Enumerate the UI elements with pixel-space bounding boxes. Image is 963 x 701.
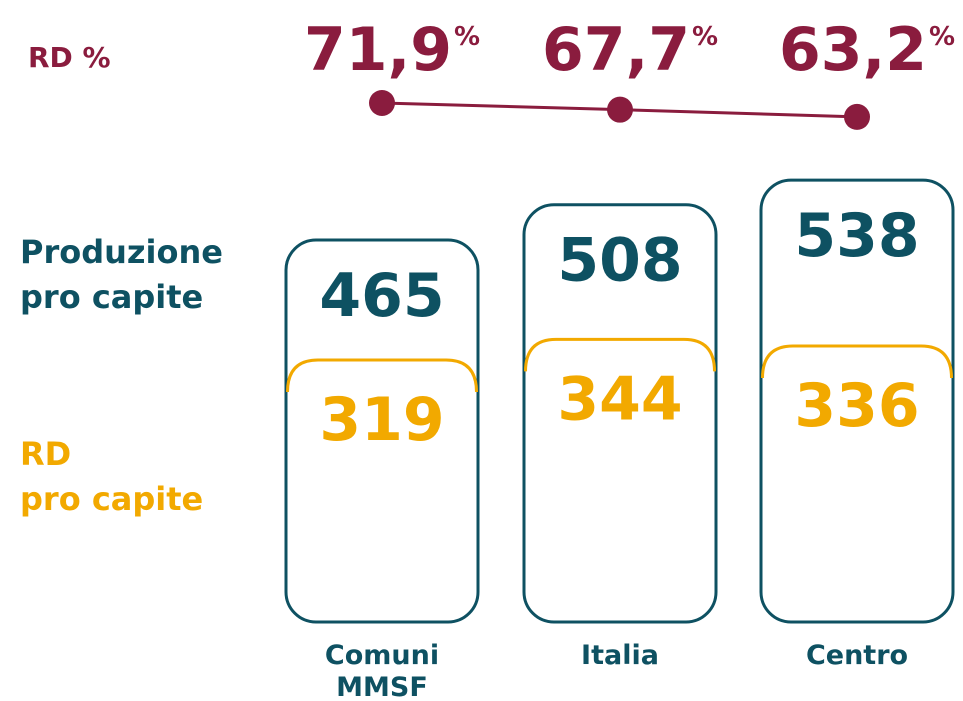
value-label: 63,2 (779, 15, 927, 85)
bar-segment (524, 337, 716, 372)
value-label: 336 (794, 371, 919, 441)
bar (522, 203, 718, 624)
value-label: 508 (557, 226, 682, 296)
value-label: 344 (557, 364, 682, 434)
value-label: 71,9 (304, 15, 452, 85)
value-label: 67,7 (542, 15, 690, 85)
bar (759, 178, 955, 624)
x-tick-label: Comuni MMSF (324, 640, 440, 701)
value-label: 465 (319, 261, 444, 331)
bar-segment (761, 344, 953, 379)
unit-label: % (454, 22, 480, 52)
legend-label: RD % (28, 41, 111, 74)
bar-segment (286, 358, 478, 392)
bar (284, 238, 480, 624)
point (844, 103, 870, 130)
x-tick-label: Centro (805, 640, 909, 671)
legend-label: Produzione pro capite (20, 233, 223, 316)
value-label: 319 (319, 385, 444, 455)
legend-label: RD pro capite (20, 435, 204, 518)
point (369, 89, 395, 116)
unit-label: % (929, 22, 955, 52)
value-label: 538 (794, 201, 919, 271)
x-tick-label: Italia (581, 640, 659, 671)
point (607, 96, 633, 123)
unit-label: % (692, 22, 718, 52)
